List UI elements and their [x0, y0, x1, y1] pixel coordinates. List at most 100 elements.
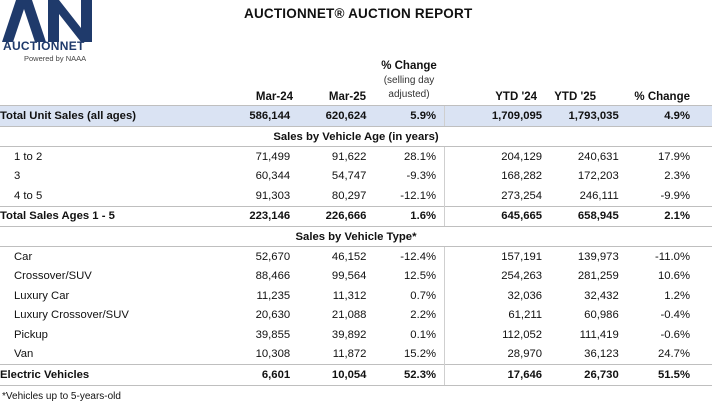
cell-pct-change-ytd: 51.5% — [622, 364, 712, 386]
cell-mar25: 91,622 — [331, 150, 367, 163]
cell-pct-change-ytd: 10.6% — [657, 270, 690, 283]
cell-mar25: 46,152 — [331, 250, 367, 263]
cell-pct-change-ytd: 2.3% — [664, 170, 690, 183]
cell-pct-change-ytd: 1.2% — [664, 289, 690, 302]
table-row: 4 to 5 91,303 80,297 -12.1% 273,254 246,… — [0, 186, 712, 206]
header-pct-note-line1: (selling day — [383, 75, 435, 86]
header-mar24: Mar-24 — [255, 91, 293, 103]
row-label: Luxury Crossover/SUV — [14, 309, 129, 322]
footnote: *Vehicles up to 5-years-old — [2, 391, 121, 402]
cell-pct-change: 0.1% — [410, 328, 437, 341]
cell-mar25: 21,088 — [331, 309, 367, 322]
cell-mar25: 99,564 — [331, 270, 367, 283]
cell-pct-change-ytd: 24.7% — [657, 348, 690, 361]
cell-ytd24: 32,036 — [444, 286, 547, 306]
cell-mar24: 10,308 — [255, 348, 291, 361]
section-title-type: Sales by Vehicle Type* — [0, 226, 712, 247]
cell-pct-change-ytd: 2.1% — [622, 205, 712, 227]
row-label: Crossover/SUV — [14, 270, 92, 283]
cell-ytd24: 28,970 — [444, 344, 547, 365]
logo-tagline: Powered by NAAA — [24, 54, 87, 63]
table-row: Van 10,308 11,872 15.2% 28,970 36,123 24… — [0, 344, 712, 365]
section-title-age: Sales by Vehicle Age (in years) — [0, 126, 712, 147]
row-label: Total Unit Sales (all ages) — [0, 105, 201, 127]
cell-mar24: 88,466 — [255, 270, 291, 283]
cell-ytd24: 168,282 — [444, 166, 547, 186]
table-row: Pickup 39,855 39,892 0.1% 112,052 111,41… — [0, 325, 712, 345]
cell-pct-change: 52.3% — [370, 364, 445, 386]
row-label: Van — [14, 348, 34, 361]
logo-name: AUCTIONNET — [3, 39, 85, 53]
cell-pct-change: 5.9% — [370, 105, 445, 127]
table-row: Luxury Car 11,235 11,312 0.7% 32,036 32,… — [0, 286, 712, 306]
row-label: Electric Vehicles — [0, 364, 201, 386]
cell-ytd25: 60,986 — [584, 309, 619, 322]
cell-ytd24: 1,709,095 — [444, 105, 547, 127]
cell-mar25: 226,666 — [294, 205, 371, 227]
cell-mar24: 52,670 — [255, 250, 291, 263]
table-row: Crossover/SUV 88,466 99,564 12.5% 254,26… — [0, 266, 712, 286]
cell-pct-change-ytd: -0.4% — [660, 309, 690, 322]
cell-ytd24: 204,129 — [444, 146, 547, 167]
cell-mar24: 11,235 — [256, 289, 291, 302]
cell-pct-change-ytd: 4.9% — [622, 105, 712, 127]
row-label: Pickup — [14, 328, 48, 341]
cell-mar25: 54,747 — [331, 170, 367, 183]
cell-pct-change: 28.1% — [403, 150, 437, 163]
header-ytd24: YTD '24 — [495, 91, 537, 103]
cell-pct-change: 12.5% — [403, 270, 437, 283]
cell-pct-change: -9.3% — [406, 170, 437, 183]
cell-ytd24: 254,263 — [444, 266, 547, 286]
total-ages-row: Total Sales Ages 1 - 5 223,146 226,666 1… — [0, 205, 712, 227]
header-pct-note-line2: adjusted) — [388, 89, 430, 100]
cell-ytd25: 658,945 — [546, 205, 623, 227]
auction-report-table: Total Unit Sales (all ages) 586,144 620,… — [0, 105, 712, 386]
table-row: Car 52,670 46,152 -12.4% 157,191 139,973… — [0, 246, 712, 267]
cell-ytd24: 112,052 — [444, 325, 547, 345]
row-label: 4 to 5 — [14, 189, 43, 202]
row-label: Luxury Car — [14, 289, 70, 302]
row-label: 3 — [14, 170, 21, 183]
cell-ytd24: 645,665 — [444, 205, 547, 227]
row-label: Car — [14, 250, 33, 263]
header-pct-change: % Change — [381, 60, 437, 72]
cell-pct-change-ytd: -0.6% — [660, 328, 690, 341]
cell-mar25: 11,872 — [332, 348, 367, 361]
cell-mar24: 60,344 — [255, 170, 291, 183]
cell-pct-change: -12.1% — [400, 189, 437, 202]
cell-mar24: 6,601 — [200, 364, 295, 386]
header-ytd25: YTD '25 — [554, 91, 596, 103]
cell-ytd25: 26,730 — [546, 364, 623, 386]
cell-ytd25: 32,432 — [584, 289, 619, 302]
total-unit-sales-row: Total Unit Sales (all ages) 586,144 620,… — [0, 105, 712, 127]
cell-ytd25: 36,123 — [584, 348, 619, 361]
cell-ytd25: 281,259 — [577, 270, 619, 283]
cell-mar25: 620,624 — [294, 105, 371, 127]
cell-mar25: 11,312 — [332, 289, 367, 302]
cell-ytd25: 246,111 — [579, 189, 619, 202]
cell-mar24: 20,630 — [255, 309, 291, 322]
cell-mar24: 223,146 — [200, 205, 295, 227]
cell-ytd25: 139,973 — [577, 250, 619, 263]
cell-pct-change: 2.2% — [410, 309, 437, 322]
cell-ytd25: 240,631 — [577, 150, 619, 163]
cell-pct-change: -12.4% — [400, 250, 437, 263]
cell-pct-change: 15.2% — [403, 348, 437, 361]
cell-pct-change: 0.7% — [410, 289, 437, 302]
cell-ytd24: 17,646 — [444, 364, 547, 386]
cell-mar25: 80,297 — [331, 189, 367, 202]
table-row: 1 to 2 71,499 91,622 28.1% 204,129 240,6… — [0, 146, 712, 167]
table-row: Luxury Crossover/SUV 20,630 21,088 2.2% … — [0, 305, 712, 325]
auctionnet-logo: AUCTIONNET Powered by NAAA — [2, 0, 97, 66]
header-mar25: Mar-25 — [328, 91, 366, 103]
row-label: 1 to 2 — [14, 150, 43, 163]
header-pct-change-ytd: % Change — [634, 91, 690, 103]
cell-ytd24: 273,254 — [444, 186, 547, 206]
report-title: AUCTIONNET® AUCTION REPORT — [244, 6, 473, 21]
cell-pct-change-ytd: 17.9% — [657, 150, 690, 163]
cell-mar24: 91,303 — [255, 189, 291, 202]
cell-mar24: 71,499 — [255, 150, 291, 163]
cell-ytd24: 157,191 — [444, 246, 547, 267]
cell-ytd24: 61,211 — [444, 305, 547, 325]
cell-mar25: 10,054 — [294, 364, 371, 386]
